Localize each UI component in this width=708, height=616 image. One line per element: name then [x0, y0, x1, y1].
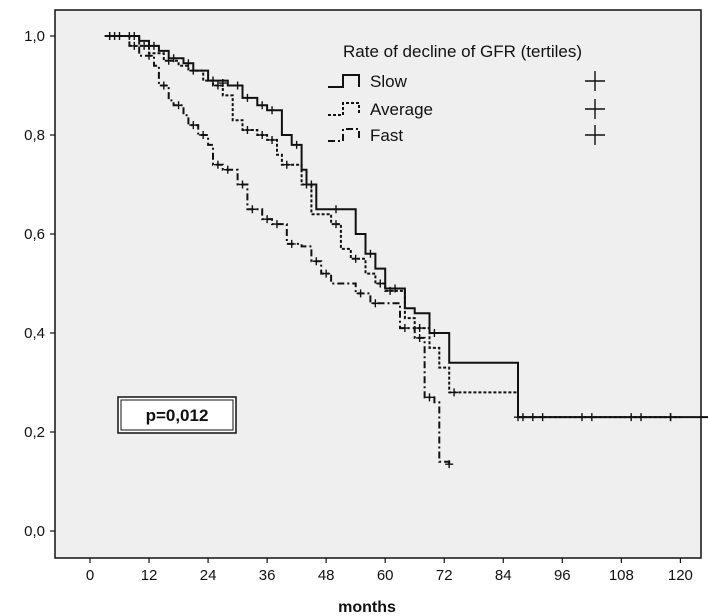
censor-mark-average: [450, 388, 459, 397]
censor-mark-slow: [149, 41, 158, 50]
censor-mark-fast: [400, 324, 409, 333]
x-tick-label: 72: [436, 567, 453, 584]
censor-mark-fast: [445, 460, 454, 469]
p-value-frame: [117, 396, 237, 434]
censor-mark-slow: [332, 205, 340, 214]
censor-mark-slow: [430, 329, 439, 337]
x-tick-label: 120: [668, 567, 693, 584]
censor-mark-slow: [366, 249, 375, 258]
x-tick-label: 108: [609, 567, 634, 584]
x-tick-label: 60: [377, 567, 394, 584]
legend-swatch-fast: [328, 128, 360, 142]
y-axis: 0,0 0,2 0,4 0,6 0,8 1,0: [24, 28, 55, 540]
p-value-inner-frame: [120, 399, 234, 431]
censor-mark-average: [351, 254, 360, 263]
legend-label-fast: Fast: [370, 126, 403, 145]
censor-mark-fast: [248, 205, 257, 214]
censor-mark-average: [538, 413, 547, 422]
x-tick-label: 0: [86, 567, 94, 584]
legend-label-slow: Slow: [370, 72, 408, 91]
censor-mark-fast: [322, 269, 331, 278]
censor-mark-fast: [263, 215, 272, 224]
censor-mark-average: [386, 286, 395, 295]
censor-mark-fast: [238, 180, 247, 189]
legend-censor-fast: [585, 125, 605, 145]
series-line-average: [104, 35, 681, 419]
y-tick-label: 0,6: [24, 226, 45, 243]
censor-mark-slow: [258, 101, 267, 110]
censor-mark-fast: [356, 289, 365, 298]
censor-mark-slow: [292, 140, 301, 149]
censor-mark-slow: [218, 79, 227, 88]
x-tick-label: 36: [259, 567, 276, 584]
x-tick-label: 12: [141, 567, 158, 584]
censor-mark-slow: [268, 106, 277, 115]
censor-mark-average: [637, 413, 646, 422]
legend-label-average: Average: [370, 100, 433, 119]
censor-mark-slow: [243, 93, 252, 102]
censor-mark-fast: [425, 393, 434, 402]
censor-mark-average: [376, 279, 385, 288]
p-value-label: p=0,012: [146, 406, 209, 425]
censor-mark-fast: [272, 220, 281, 229]
censor-layer: [105, 32, 675, 469]
censor-mark-slow: [528, 413, 537, 422]
legend-censor-slow: [585, 71, 605, 91]
legend-rows: Slow Average Fast: [328, 71, 605, 145]
censor-mark-slow: [233, 81, 242, 90]
x-axis-title: months: [338, 599, 396, 616]
p-value-box: p=0,012: [117, 396, 237, 434]
censor-mark-average: [587, 413, 596, 422]
x-tick-label: 84: [495, 567, 512, 584]
y-tick-label: 0,8: [24, 127, 45, 144]
censor-mark-average: [140, 41, 149, 50]
censor-mark-fast: [199, 131, 208, 139]
x-axis: 01224364860728496108120132: [86, 558, 693, 584]
censor-mark-slow: [627, 413, 636, 422]
censor-mark-slow: [391, 284, 400, 293]
censor-mark-average: [268, 135, 277, 144]
censor-mark-average: [332, 220, 340, 229]
censor-mark-fast: [213, 160, 222, 169]
censor-mark-slow: [184, 59, 193, 68]
censor-mark-slow: [209, 76, 217, 85]
legend-title: Rate of decline of GFR (tertiles): [343, 42, 582, 61]
censor-mark-average: [125, 32, 134, 40]
censor-mark-fast: [287, 239, 296, 248]
censor-mark-fast: [415, 333, 424, 342]
censor-mark-slow: [169, 54, 178, 63]
y-tick-label: 0,4: [24, 325, 45, 342]
x-tick-label: 48: [318, 567, 335, 584]
censor-mark-average: [243, 126, 252, 135]
censor-mark-fast: [371, 299, 380, 308]
y-tick-label: 0,2: [24, 424, 45, 441]
legend-swatch-slow: [328, 74, 360, 88]
legend-censor-average: [585, 99, 605, 119]
censor-mark-average: [258, 131, 267, 139]
censor-mark-fast: [130, 41, 139, 50]
censor-mark-fast: [189, 121, 198, 130]
censor-mark-average: [415, 324, 424, 333]
censor-mark-fast: [223, 165, 232, 174]
censor-mark-fast: [159, 81, 168, 90]
y-tick-label: 0,0: [24, 523, 45, 540]
censor-mark-average: [164, 56, 173, 65]
censor-mark-fast: [312, 257, 321, 266]
x-tick-label: 24: [200, 567, 217, 584]
legend: Rate of decline of GFR (tertiles) Slow Av…: [328, 42, 605, 145]
censor-mark-average: [302, 180, 311, 189]
censor-mark-average: [518, 413, 527, 422]
censor-mark-average: [213, 81, 222, 90]
x-tick-label: 96: [554, 567, 571, 584]
censor-mark-average: [282, 160, 291, 169]
censor-mark-average: [189, 66, 198, 75]
y-tick-label: 1,0: [24, 28, 45, 45]
legend-swatch-average: [328, 102, 360, 116]
censor-mark-fast: [145, 51, 154, 60]
censor-mark-fast: [174, 101, 183, 110]
censor-mark-slow: [578, 413, 586, 422]
censor-mark-fast: [105, 32, 114, 40]
censor-mark-average: [666, 413, 675, 422]
